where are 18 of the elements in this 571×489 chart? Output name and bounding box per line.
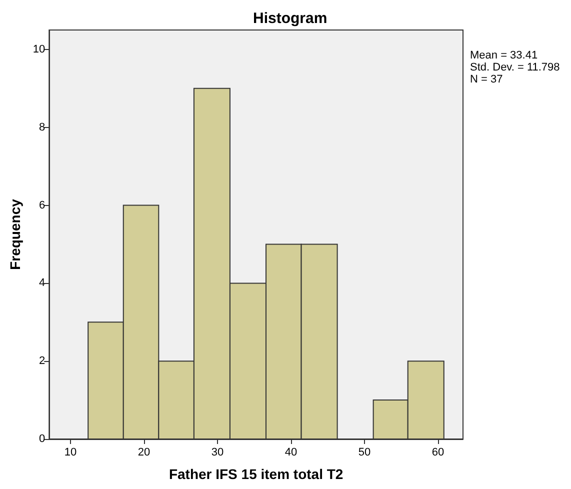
- x-tick-label: 60: [432, 446, 444, 458]
- x-tick-label: 50: [358, 446, 371, 458]
- x-tick-label: 10: [64, 446, 77, 458]
- x-tick-label: 40: [284, 446, 298, 458]
- y-tick-label: 8: [39, 121, 46, 134]
- y-tick-label: 2: [39, 355, 46, 368]
- x-tick-label: 20: [138, 446, 150, 458]
- text: Mean = 33.41: [470, 50, 538, 62]
- y-tick-label: 6: [39, 199, 46, 212]
- x-axis-title: Father IFS 15 item total T2: [168, 466, 344, 482]
- y-axis-title: Frequency: [7, 198, 23, 270]
- x-tick-label: 30: [211, 446, 224, 458]
- y-tick-label: 0: [39, 433, 46, 445]
- y-tick-label: 4: [39, 277, 46, 290]
- text: N = 37: [470, 74, 503, 86]
- chart-title: Histogram: [253, 10, 328, 27]
- text: Std. Dev. = 11.798: [470, 62, 560, 74]
- y-tick-label: 10: [32, 43, 46, 56]
